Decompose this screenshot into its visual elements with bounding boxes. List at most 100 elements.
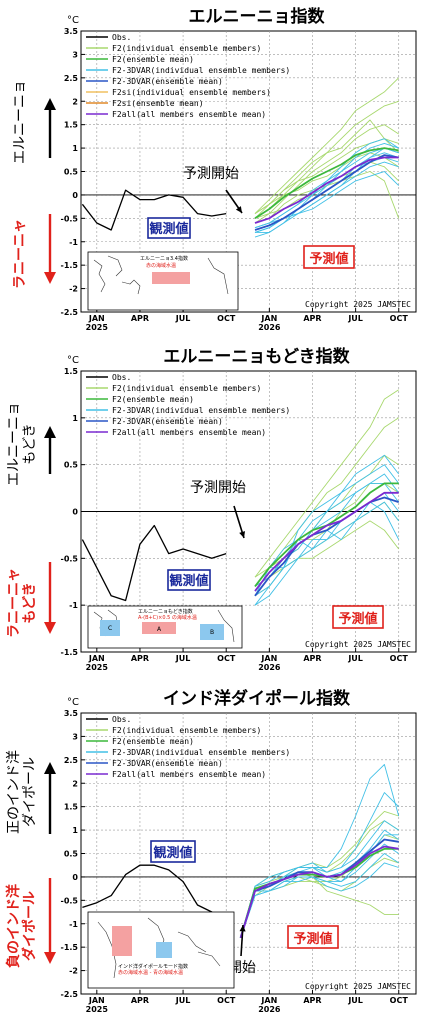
- ytick-label: 0: [72, 191, 78, 200]
- xtick-label: JUL: [347, 654, 363, 663]
- y-unit: °C: [67, 15, 79, 26]
- xtick-label: JUL: [175, 654, 191, 663]
- xtick-label: OCT: [390, 996, 409, 1005]
- copyright: Copyright 2025 JAMSTEC: [305, 982, 411, 991]
- negative-arrowhead: [44, 272, 56, 284]
- forecast-label: 予測値: [338, 611, 377, 627]
- ytick-label: 1.5: [64, 803, 79, 812]
- obs-label-box: [150, 840, 196, 863]
- obs-label: 観測値: [168, 573, 208, 589]
- y-unit: °C: [67, 355, 79, 366]
- data-lines: [81, 389, 400, 606]
- data-lines: [81, 77, 400, 238]
- chart-title: エルニーニョもどき指数: [163, 346, 350, 367]
- f2-3dvar-member-line: [240, 820, 399, 938]
- east-region: [156, 942, 172, 958]
- xtick-label: APR: [303, 314, 321, 323]
- side-label-positive-2: もどき: [22, 423, 38, 464]
- obs-line: [81, 524, 227, 602]
- xtick-year: 2025: [86, 663, 109, 672]
- xtick-label: JAN: [88, 996, 105, 1005]
- series-f2all-all-members-ensemble-mean-: [254, 491, 399, 592]
- copyright: Copyright 2025 JAMSTEC: [305, 640, 411, 649]
- chart-title: インド洋ダイポール指数: [163, 688, 351, 709]
- xtick-label: OCT: [217, 996, 236, 1005]
- obs-line: [81, 189, 227, 231]
- forecast-label: 予測値: [293, 931, 332, 947]
- ytick-label: 2: [72, 97, 78, 106]
- ytick-label: -1.5: [61, 648, 79, 657]
- ytick-label: -0.5: [61, 554, 79, 563]
- ytick-label: 3: [72, 50, 78, 59]
- ytick-label: -2: [69, 285, 78, 294]
- ytick-label: -1.5: [61, 943, 79, 952]
- inset-subtitle: A-(B+C)×0.5 の海域水温: [138, 614, 197, 621]
- xtick-year: 2025: [86, 1005, 109, 1014]
- ytick-label: 1: [72, 144, 78, 153]
- xtick-label: OCT: [390, 654, 409, 663]
- chart-panel-3: インド洋ダイポール指数 °C3.5 3 2.5 2 1.5 1 0.5 0 -0.5 -1 -1.5 -…: [5, 688, 417, 1014]
- legend-entry: F2si(ensemble mean): [112, 99, 204, 108]
- xtick-label: APR: [131, 314, 149, 323]
- ytick-label: -0.5: [61, 214, 79, 223]
- f2-3dvar-member-line: [254, 482, 400, 597]
- f2-3dvar-member-line: [254, 464, 400, 597]
- region-c: [100, 620, 120, 636]
- region-c-label: C: [108, 625, 112, 632]
- xtick-label: JAN: [260, 996, 277, 1005]
- legend-entry: F2(ensemble mean): [112, 55, 194, 64]
- forecast-start-arrowhead: [235, 206, 242, 213]
- xtick-label: APR: [303, 996, 321, 1005]
- series-f2-3dvar-ensemble-mean-: [254, 496, 399, 597]
- obs-label-box: [147, 217, 191, 239]
- forecast-label-box: [287, 925, 339, 949]
- side-label-negative: 負のインド洋: [5, 884, 22, 968]
- region-a: [142, 622, 176, 634]
- ytick-label: -2.5: [61, 990, 79, 999]
- ytick-label: 1.5: [64, 121, 79, 130]
- region-b-label: B: [210, 629, 214, 636]
- west-region: [112, 926, 132, 956]
- ytick-label: 0: [72, 508, 78, 517]
- positive-arrowhead: [44, 762, 56, 774]
- ytick-label: 3: [72, 732, 78, 741]
- inset-title: エルニーニョもどき指数: [138, 608, 193, 615]
- series-f2all-all-members-ensemble-mean-: [239, 845, 399, 939]
- xtick-label: OCT: [217, 654, 236, 663]
- xtick-label: APR: [131, 996, 149, 1005]
- ytick-label: 1: [72, 826, 78, 835]
- legend-entry: F2all(all members ensemble mean): [112, 428, 266, 437]
- xtick-year: 2026: [258, 663, 281, 672]
- ytick-label: -2: [69, 967, 78, 976]
- data-lines: [82, 764, 400, 939]
- region-a-label: A: [157, 626, 162, 633]
- inset-title: エルニーニョ3.4指数: [140, 255, 188, 262]
- side-label-positive-2: ダイポール: [22, 757, 38, 827]
- ytick-label: -1: [69, 920, 78, 929]
- f2-3dvar-member-line: [240, 792, 400, 938]
- inset-title: インド洋ダイポールモード指数: [118, 963, 188, 970]
- legend-entry: Obs.: [112, 373, 131, 382]
- ytick-label: 0.5: [64, 168, 79, 177]
- forecast-label: 予測値: [309, 251, 348, 267]
- xtick-label: JUL: [347, 314, 363, 323]
- xtick-label: JAN: [260, 314, 277, 323]
- chart-title: エルニーニョ指数: [189, 6, 326, 27]
- f2-member-line: [254, 119, 400, 214]
- legend-entry: Obs.: [112, 715, 131, 724]
- ytick-label: 1.5: [64, 367, 79, 376]
- ytick-label: 0.5: [64, 461, 79, 470]
- chart-panel-1: エルニーニョ指数 °C3.5 3 2.5 2 1.5 1 0.5 0 -0.5 -1 -1.5 -2 -2…: [12, 6, 417, 332]
- xtick-year: 2026: [258, 1005, 281, 1014]
- ytick-label: 2: [72, 779, 78, 788]
- y-unit: °C: [67, 697, 79, 708]
- side-label-negative: ラニーニャ: [12, 219, 28, 289]
- xtick-label: JUL: [347, 996, 363, 1005]
- legend-entry: F2-3DVAR(ensemble mean): [112, 759, 223, 768]
- f2-member-line: [254, 389, 399, 578]
- legend-entry: F2-3DVAR(individual ensemble members): [112, 66, 290, 75]
- side-label-negative: ラニーニャ: [6, 568, 22, 638]
- ytick-label: 3.5: [64, 27, 79, 36]
- obs-label: 観測値: [148, 221, 188, 237]
